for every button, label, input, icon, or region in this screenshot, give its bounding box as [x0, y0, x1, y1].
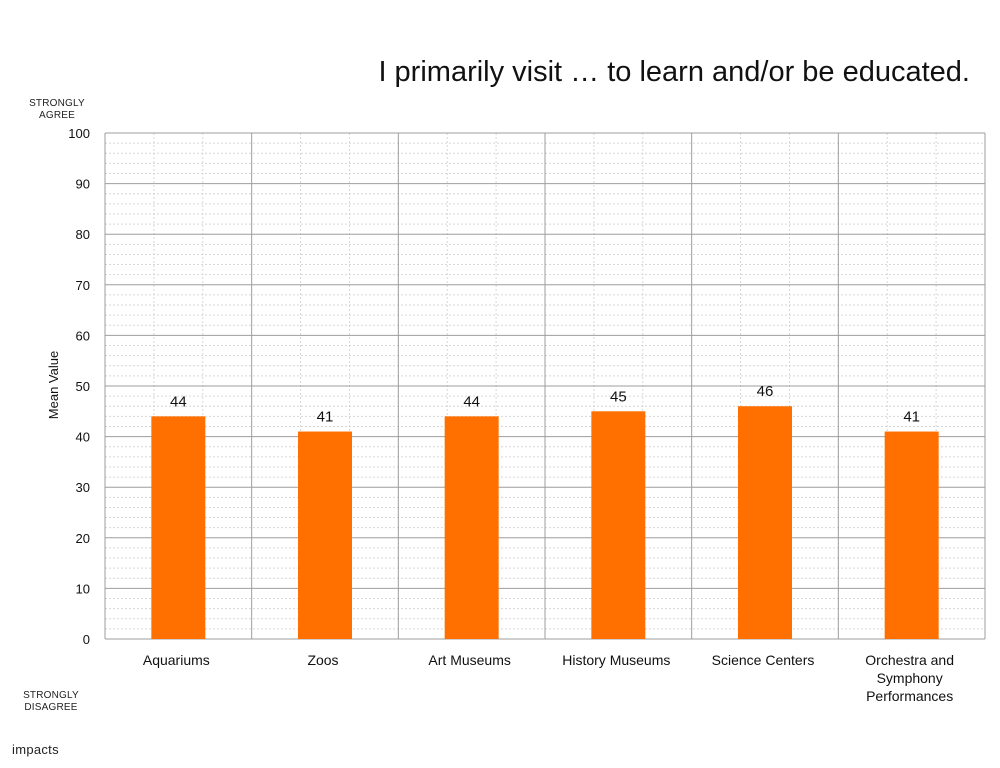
x-tick-label-line: Symphony: [877, 670, 943, 686]
y-tick-label: 60: [76, 328, 90, 343]
x-tick-label-line: Aquariums: [143, 652, 210, 668]
data-label: 45: [610, 388, 627, 405]
x-tick-label-line: Zoos: [307, 652, 338, 668]
x-tick-label-line: History Museums: [562, 652, 670, 668]
bar-layer: [151, 406, 939, 639]
chart-title: I primarily visit … to learn and/or be e…: [378, 56, 970, 88]
y-tick-label: 10: [76, 581, 90, 596]
y-tick-label: 70: [76, 278, 90, 293]
data-label: 41: [317, 409, 334, 426]
x-tick-label: Aquariums: [143, 652, 210, 668]
strongly-agree-line2: AGREE: [38, 110, 75, 121]
strongly-disagree-line2: DISAGREE: [24, 702, 78, 713]
strongly-disagree-line1: STRONGLY: [23, 690, 79, 701]
x-tick-label: Zoos: [307, 652, 338, 668]
y-tick-label: 20: [76, 531, 90, 546]
y-tick-label: 30: [76, 480, 90, 495]
bar: [884, 431, 939, 639]
data-label: 46: [757, 383, 774, 400]
x-tick-label: Art Museums: [428, 652, 510, 668]
grid-layer: [104, 132, 986, 640]
x-tick-label: Orchestra and Symphony Performances: [865, 652, 954, 704]
bar: [738, 406, 792, 639]
impacts-logo: impacts: [12, 742, 59, 757]
y-tick-label: 100: [68, 126, 90, 141]
strongly-agree-line1: STRONGLY: [29, 98, 85, 109]
data-label: 44: [463, 393, 480, 410]
x-tick-label-line: Performances: [866, 688, 953, 704]
bar: [444, 416, 499, 639]
y-tick-label: 40: [76, 430, 90, 445]
strongly-disagree-label: STRONGLY DISAGREE: [18, 690, 84, 714]
x-tick-label-line: Science Centers: [712, 652, 815, 668]
y-tick-label: 50: [76, 379, 90, 394]
x-tick-label-line: Art Museums: [428, 652, 510, 668]
y-tick-label: 80: [76, 227, 90, 242]
data-label: 44: [170, 393, 187, 410]
bar: [298, 431, 352, 639]
data-label: 41: [903, 409, 920, 426]
bar: [591, 411, 646, 639]
y-tick-label: 90: [76, 177, 90, 192]
x-tick-label-line: Orchestra and: [865, 652, 954, 668]
y-tick-label: 0: [83, 632, 90, 647]
bar: [151, 416, 206, 639]
x-tick-label: History Museums: [562, 652, 670, 668]
label-layer: 0 10 20 30 40 50 60 70 80 90 100 44 Aquariums 41 Zoos 4…: [68, 126, 954, 704]
x-tick-label: Science Centers: [712, 652, 815, 668]
y-axis-label: Mean Value: [46, 351, 61, 419]
strongly-agree-label: STRONGLY AGREE: [24, 98, 90, 122]
